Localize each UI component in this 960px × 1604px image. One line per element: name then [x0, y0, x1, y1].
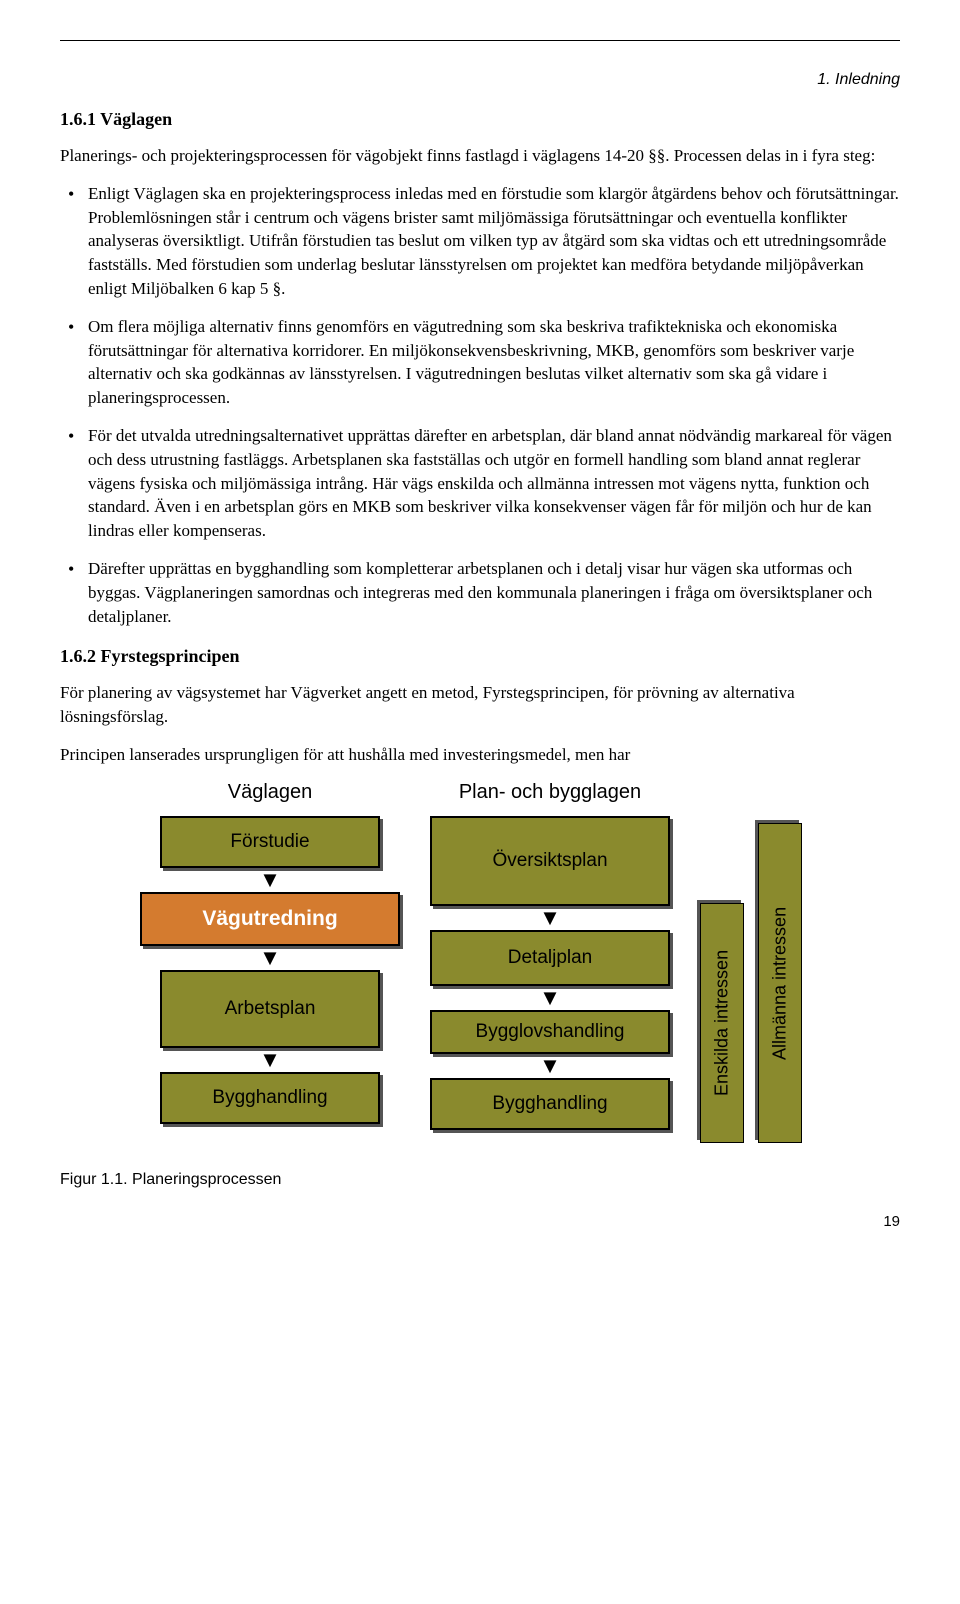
- arrow-down-icon: ▼: [259, 869, 281, 891]
- box-bygghandling: Bygghandling: [160, 1072, 380, 1124]
- box-allmanna-intressen: Allmänna intressen: [758, 823, 802, 1143]
- intro-para: Planerings- och projekteringsprocessen f…: [60, 144, 900, 168]
- box-bygglovshandling: Bygglovshandling: [430, 1010, 670, 1054]
- box-oversiktsplan: Översiktsplan: [430, 816, 670, 906]
- bullet-item: Därefter upprättas en bygghandling som k…: [60, 557, 900, 628]
- bullet-item: Om flera möjliga alternativ finns genomf…: [60, 315, 900, 410]
- top-rule: [60, 40, 900, 41]
- arrow-down-icon: ▼: [539, 1055, 561, 1077]
- box-enskilda-intressen: Enskilda intressen: [700, 903, 744, 1143]
- header-section: 1. Inledning: [60, 71, 900, 89]
- box-vagutredning: Vägutredning: [140, 892, 400, 946]
- box-bygghandling-2: Bygghandling: [430, 1078, 670, 1130]
- box-forstudie: Förstudie: [160, 816, 380, 868]
- bullet-list: Enligt Väglagen ska en projekteringsproc…: [60, 182, 900, 629]
- col-title: Väglagen: [228, 781, 313, 804]
- bullet-item: Enligt Väglagen ska en projekteringsproc…: [60, 182, 900, 301]
- process-diagram: Väglagen Förstudie ▼ Vägutredning ▼ Arbe…: [60, 781, 900, 1143]
- diagram-side-col: Enskilda intressen Allmänna intressen: [700, 781, 802, 1143]
- figure-caption: Figur 1.1. Planeringsprocessen: [60, 1171, 900, 1189]
- arrow-down-icon: ▼: [259, 1049, 281, 1071]
- diagram-col-vaglagen: Väglagen Förstudie ▼ Vägutredning ▼ Arbe…: [140, 781, 400, 1124]
- page-number: 19: [60, 1213, 900, 1230]
- heading-1-6-2: 1.6.2 Fyrstegsprincipen: [60, 646, 900, 667]
- box-detaljplan: Detaljplan: [430, 930, 670, 986]
- col-title: Plan- och bygglagen: [459, 781, 641, 804]
- para-3: Principen lanserades ursprungligen för a…: [60, 743, 900, 767]
- heading-1-6-1: 1.6.1 Väglagen: [60, 109, 900, 130]
- arrow-down-icon: ▼: [259, 947, 281, 969]
- para-2: För planering av vägsystemet har Vägverk…: [60, 681, 900, 729]
- box-arbetsplan: Arbetsplan: [160, 970, 380, 1048]
- arrow-down-icon: ▼: [539, 907, 561, 929]
- arrow-down-icon: ▼: [539, 987, 561, 1009]
- diagram-col-planbygglagen: Plan- och bygglagen Översiktsplan ▼ Deta…: [430, 781, 670, 1130]
- bullet-item: För det utvalda utredningsalternativet u…: [60, 424, 900, 543]
